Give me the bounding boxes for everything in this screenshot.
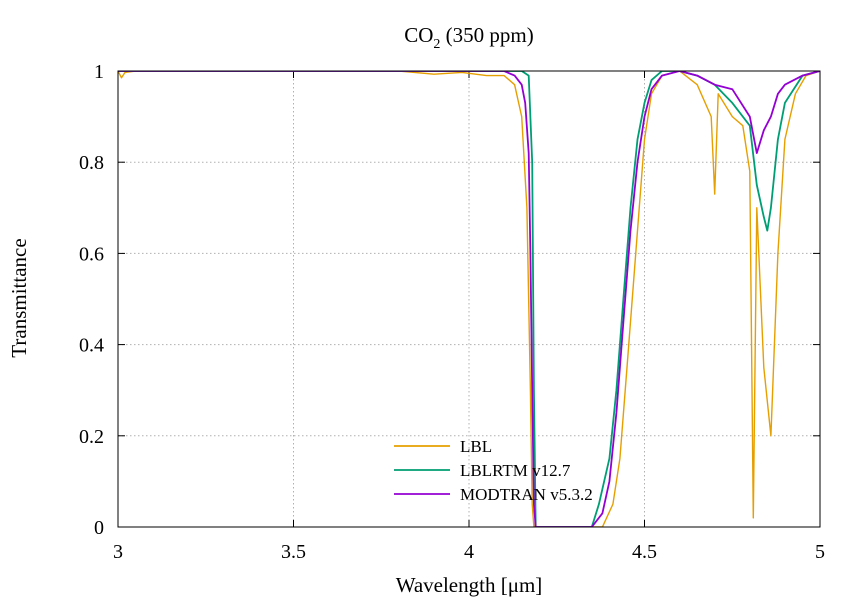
y-tick-label: 0.2 xyxy=(79,426,104,448)
series-line-modtran-v5-3-2 xyxy=(118,71,820,527)
y-tick-label: 0 xyxy=(94,517,104,539)
series-line-lbl xyxy=(118,71,820,527)
y-tick-label: 1 xyxy=(94,61,104,83)
chart-title-suffix: (350 ppm) xyxy=(440,23,533,47)
series-layer xyxy=(118,71,820,527)
y-tick-label: 0.8 xyxy=(79,152,104,174)
x-tick-label: 5 xyxy=(815,541,825,563)
y-tick-label: 0.6 xyxy=(79,243,104,265)
chart-title: CO2 (350 ppm) xyxy=(404,23,534,52)
legend-label-lbl: LBL xyxy=(460,437,492,456)
grid-layer xyxy=(118,71,820,527)
series-line-lblrtm-v12-7 xyxy=(118,71,820,527)
x-tick-label: 3 xyxy=(113,541,123,563)
y-axis-title: Transmittance xyxy=(7,238,31,357)
y-tick-label: 0.4 xyxy=(79,335,104,357)
legend-label-modtran-v5-3-2: MODTRAN v5.3.2 xyxy=(460,485,593,504)
x-tick-label: 4 xyxy=(464,541,474,563)
x-axis-title: Wavelength [μm] xyxy=(396,573,543,597)
x-tick-label: 3.5 xyxy=(281,541,306,563)
tick-layer: 3 3.5 4 4.5 5 0 0.2 0.4 0.6 0.8 1 xyxy=(79,61,825,563)
legend: LBL LBLRTM v12.7 MODTRAN v5.3.2 xyxy=(394,437,593,504)
plot-frame xyxy=(117,70,821,528)
chart-title-subscript: 2 xyxy=(433,37,440,52)
x-tick-label: 4.5 xyxy=(632,541,657,563)
legend-label-lblrtm-v12-7: LBLRTM v12.7 xyxy=(460,461,571,480)
